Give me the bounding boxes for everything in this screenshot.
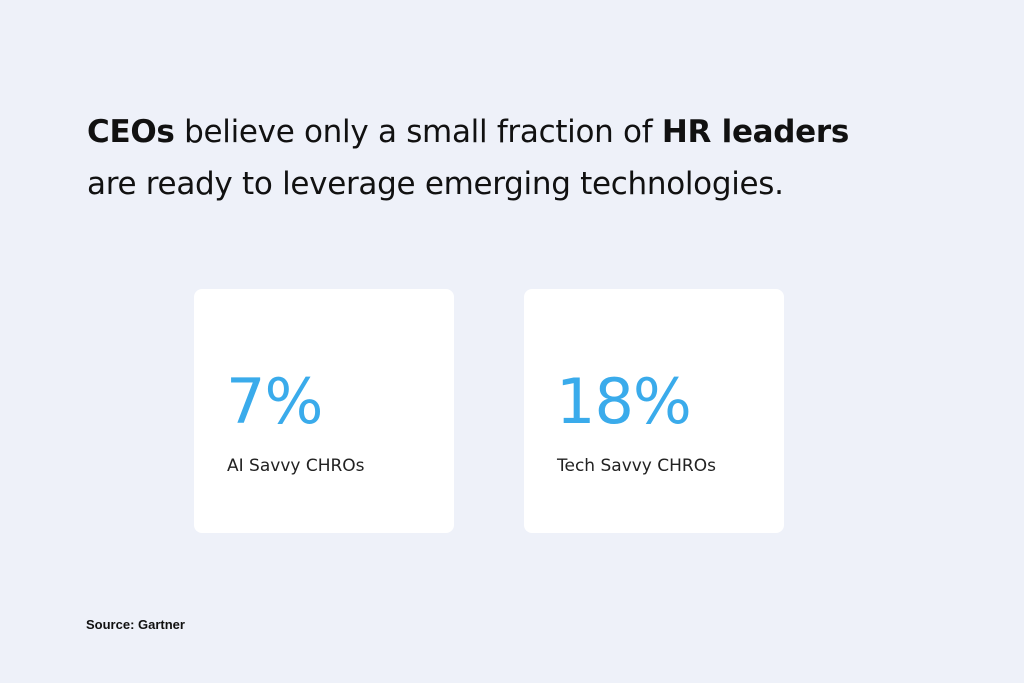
headline-line-2: are ready to leverage emerging technolog… [87,166,784,202]
stat-value: 7% [226,365,323,438]
stat-card-tech-savvy: 18% Tech Savvy CHROs [524,289,784,533]
headline: CEOs believe only a small fraction of HR… [87,106,987,210]
stat-label: AI Savvy CHROs [227,456,365,476]
stat-value: 18% [556,365,692,438]
headline-bold-hr-leaders: HR leaders [661,114,850,150]
source-note: Source: Gartner [86,617,185,632]
stat-label: Tech Savvy CHROs [557,456,716,476]
headline-text: believe only a small fraction of [174,114,662,150]
stat-card-ai-savvy: 7% AI Savvy CHROs [194,289,454,533]
headline-bold-ceos: CEOs [87,114,175,150]
